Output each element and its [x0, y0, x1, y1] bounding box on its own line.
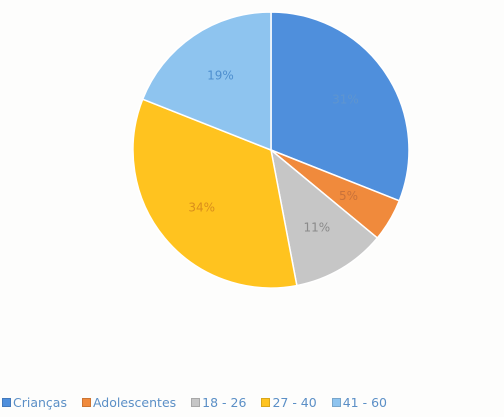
pie-label-adolescentes: 5% [339, 189, 358, 203]
legend-item-18-26: 18 - 26 [191, 395, 246, 410]
pie-label-18-26: 11% [303, 221, 330, 235]
legend-label-18-26: 18 - 26 [202, 395, 247, 410]
legend-label-41-60: 41 - 60 [342, 395, 387, 410]
pie-slice-41-60 [141, 11, 272, 152]
legend-item-27-40: 27 - 40 [261, 395, 317, 410]
legend-label-adolescentes: Adolescentes [92, 395, 177, 410]
legend-label-criancas: Crianças [13, 395, 67, 410]
chart-legend: Crianças Adolescentes 18 - 26 27 - 40 41… [2, 395, 387, 410]
legend-label-27-40: 27 - 40 [272, 395, 317, 410]
legend-swatch-41-60 [331, 398, 341, 407]
legend-swatch-27-40 [261, 398, 271, 407]
legend-swatch-adolescentes [81, 398, 91, 407]
pie-label-criancas: 31% [332, 92, 359, 106]
pie-slice-18-26 [269, 148, 379, 287]
legend-item-adolescentes: Adolescentes [81, 395, 177, 410]
legend-item-criancas: Crianças [2, 395, 67, 410]
legend-swatch-18-26 [191, 398, 201, 407]
pie-label-41-60: 19% [207, 69, 234, 83]
pie-label-27-40: 34% [188, 200, 215, 214]
pie-slices [132, 11, 410, 289]
pie-slice-27-40 [132, 98, 298, 289]
legend-swatch-criancas [2, 398, 11, 407]
pie-labels: 31% 5% 11% 34% 19% [188, 69, 358, 235]
pie-slice-criancas [270, 11, 410, 202]
legend-item-41-60: 41 - 60 [331, 395, 387, 410]
